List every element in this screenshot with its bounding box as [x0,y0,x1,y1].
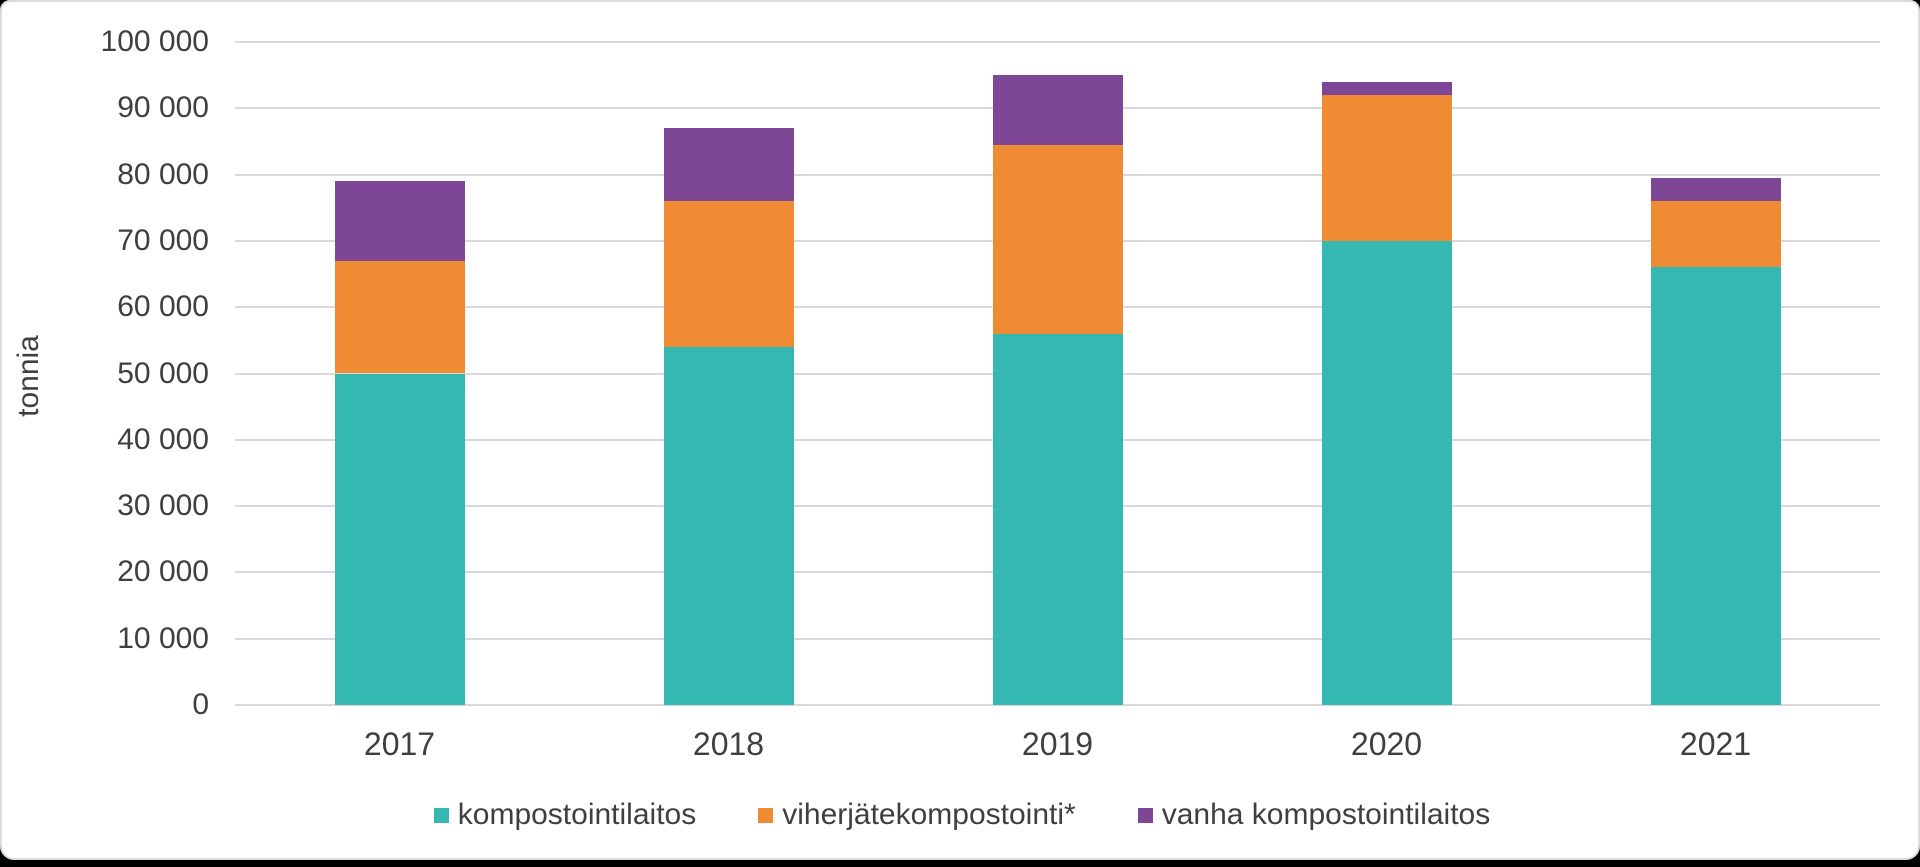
bar-2018-viherj-tekompostointi [663,201,794,347]
legend-item-vanha-kompostointilaitos: vanha kompostointilaitos [1137,798,1491,832]
legend-swatch-icon [433,807,449,823]
y-tick-label: 70 000 [117,223,209,257]
legend-swatch-icon [1137,807,1153,823]
x-tick-label-2018: 2018 [692,726,765,762]
gridline-0 [235,704,1880,706]
bar-2017-vanha-kompostointilaitos [334,181,465,261]
bar-2018-kompostointilaitos [663,346,794,705]
bar-2019-vanha-kompostointilaitos [992,75,1123,145]
legend-item-kompostointilaitos: kompostointilaitos [433,798,697,832]
bar-2018-vanha-kompostointilaitos [663,128,794,202]
gridline-100000 [235,41,1880,43]
bar-2021-kompostointilaitos [1650,267,1781,705]
bar-2021-viherj-tekompostointi [1650,201,1781,268]
y-tick-label: 0 [192,688,209,721]
legend-label: kompostointilaitos [457,798,697,831]
y-tick-label: 30 000 [117,489,209,523]
bar-2020-kompostointilaitos [1321,240,1452,705]
bar-2019-kompostointilaitos [992,333,1123,705]
y-tick-label: 60 000 [117,290,209,324]
y-tick-label: 80 000 [117,157,209,191]
bar-2021-vanha-kompostointilaitos [1650,177,1781,202]
y-tick-label: 90 000 [117,91,209,125]
y-tick-label: 100 000 [100,25,209,58]
legend: kompostointilaitos viherjätekompostointi*… [2,798,1920,832]
y-tick-label: 40 000 [117,422,209,456]
bar-2020-vanha-kompostointilaitos [1321,81,1452,96]
x-tick-label-2019: 2019 [1021,726,1094,762]
legend-item-viherj-tekompostointi: viherjätekompostointi* [758,798,1076,832]
bar-2017-viherj-tekompostointi [334,260,465,374]
x-tick-label-2020: 2020 [1350,726,1423,762]
bar-2017-kompostointilaitos [334,373,465,705]
x-tick-label-2017: 2017 [363,726,436,762]
y-tick-label: 50 000 [117,356,209,390]
x-tick-label-2021: 2021 [1679,726,1752,762]
legend-label: viherjätekompostointi* [782,798,1076,831]
y-tick-label: 10 000 [117,621,209,655]
bar-2019-viherj-tekompostointi [992,144,1123,334]
y-tick-label: 20 000 [117,555,209,589]
legend-label: vanha kompostointilaitos [1161,798,1491,831]
legend-swatch-icon [758,807,774,823]
bar-2020-viherj-tekompostointi [1321,95,1452,241]
